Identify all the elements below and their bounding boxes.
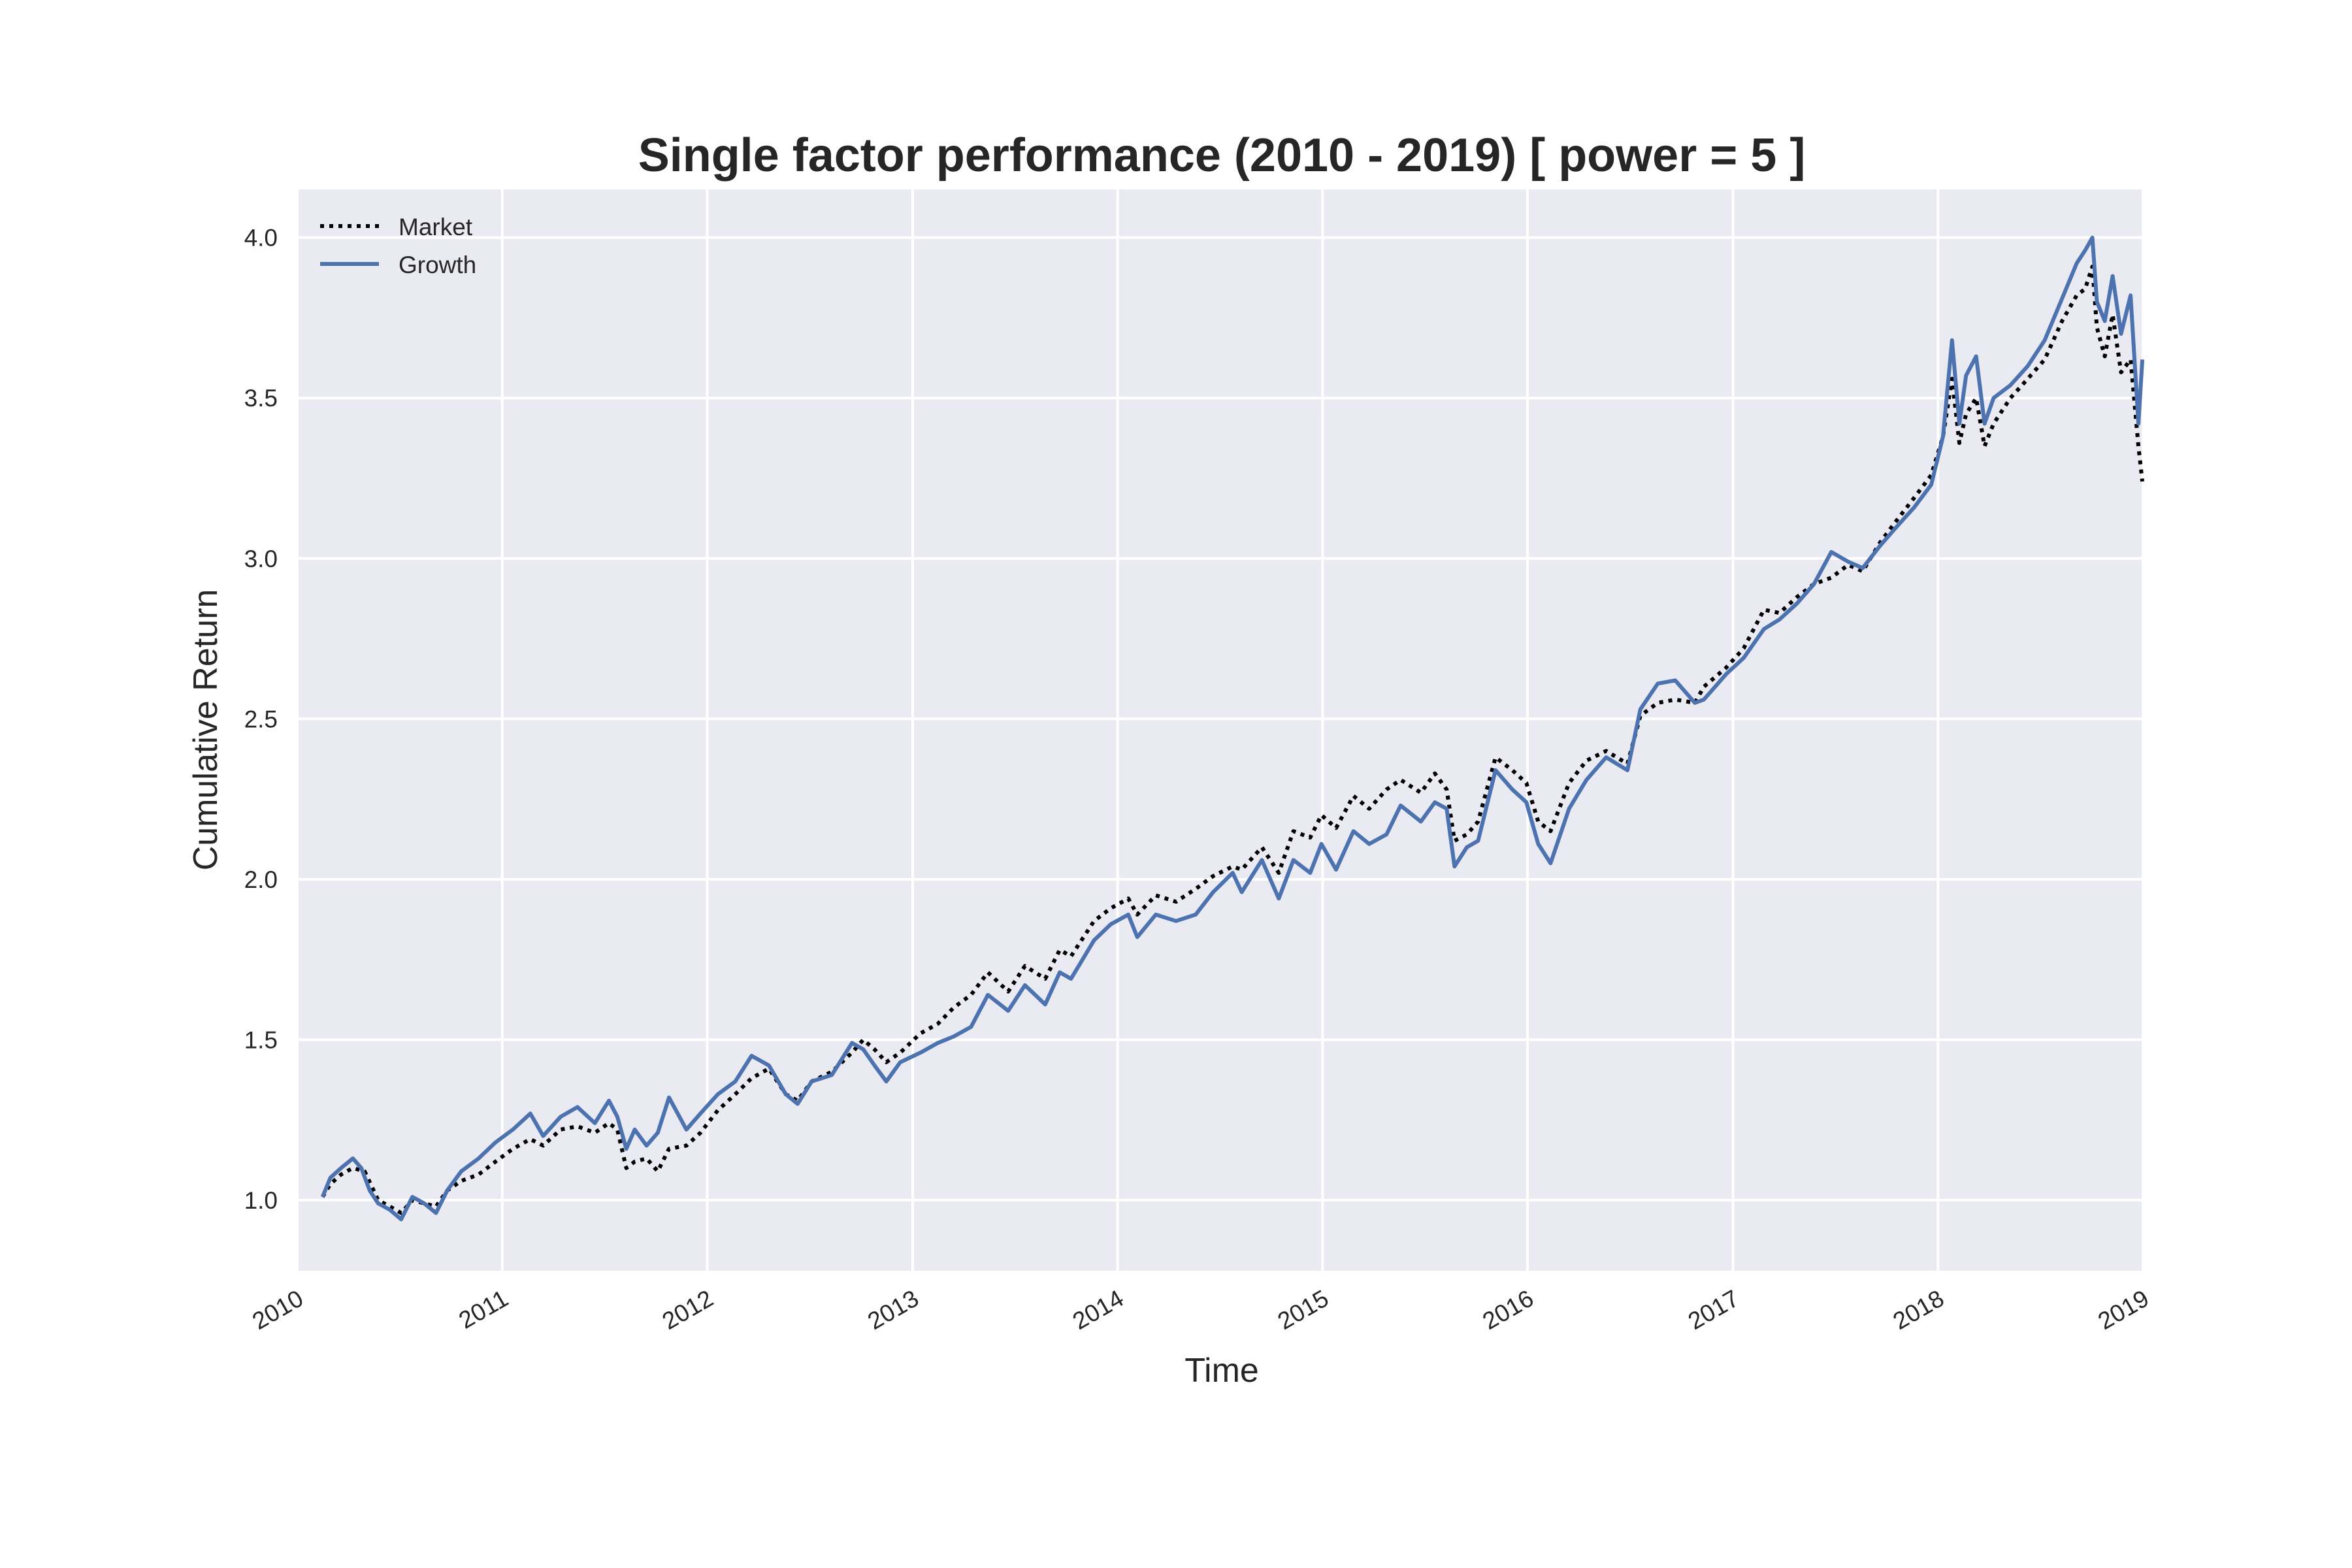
legend-label-growth: Growth <box>399 252 476 278</box>
x-tick-label: 2019 <box>2093 1284 2153 1335</box>
y-tick-label: 3.5 <box>244 385 278 412</box>
y-axis-label: Cumulative Return <box>187 589 225 871</box>
y-tick-label: 4.0 <box>244 225 278 252</box>
x-tick-label: 2018 <box>1889 1284 1949 1335</box>
x-tick-label: 2016 <box>1478 1284 1538 1335</box>
y-tick-label: 2.0 <box>244 866 278 893</box>
x-tick-label: 2010 <box>248 1284 308 1335</box>
x-tick-labels: 2010 2011 2012 2013 2014 2015 2016 2017 2018 2019 <box>248 1284 2153 1335</box>
y-tick-label: 1.5 <box>244 1026 278 1053</box>
x-tick-label: 2011 <box>454 1284 512 1333</box>
x-tick-label: 2015 <box>1273 1284 1333 1335</box>
y-gridlines <box>297 236 2143 1201</box>
x-gridlines <box>296 189 2144 1271</box>
chart-title: Single factor performance (2010 - 2019) … <box>638 129 1806 182</box>
x-tick-label: 2012 <box>658 1284 718 1335</box>
y-tick-label: 2.5 <box>244 706 278 732</box>
x-tick-label: 2017 <box>1684 1284 1744 1335</box>
legend-label-market: Market <box>399 214 473 240</box>
legend: Market Growth <box>320 214 476 278</box>
y-tick-label: 3.0 <box>244 546 278 572</box>
x-tick-label: 2013 <box>863 1284 923 1335</box>
y-tick-label: 1.0 <box>244 1187 278 1214</box>
y-tick-labels: 1.0 1.5 2.0 2.5 3.0 3.5 4.0 <box>244 225 278 1214</box>
x-tick-label: 2014 <box>1068 1284 1128 1335</box>
series-line-growth <box>320 235 2145 1222</box>
x-axis-label: Time <box>1184 1352 1259 1390</box>
series-layer <box>320 235 2145 1222</box>
plot-area <box>297 189 2143 1271</box>
